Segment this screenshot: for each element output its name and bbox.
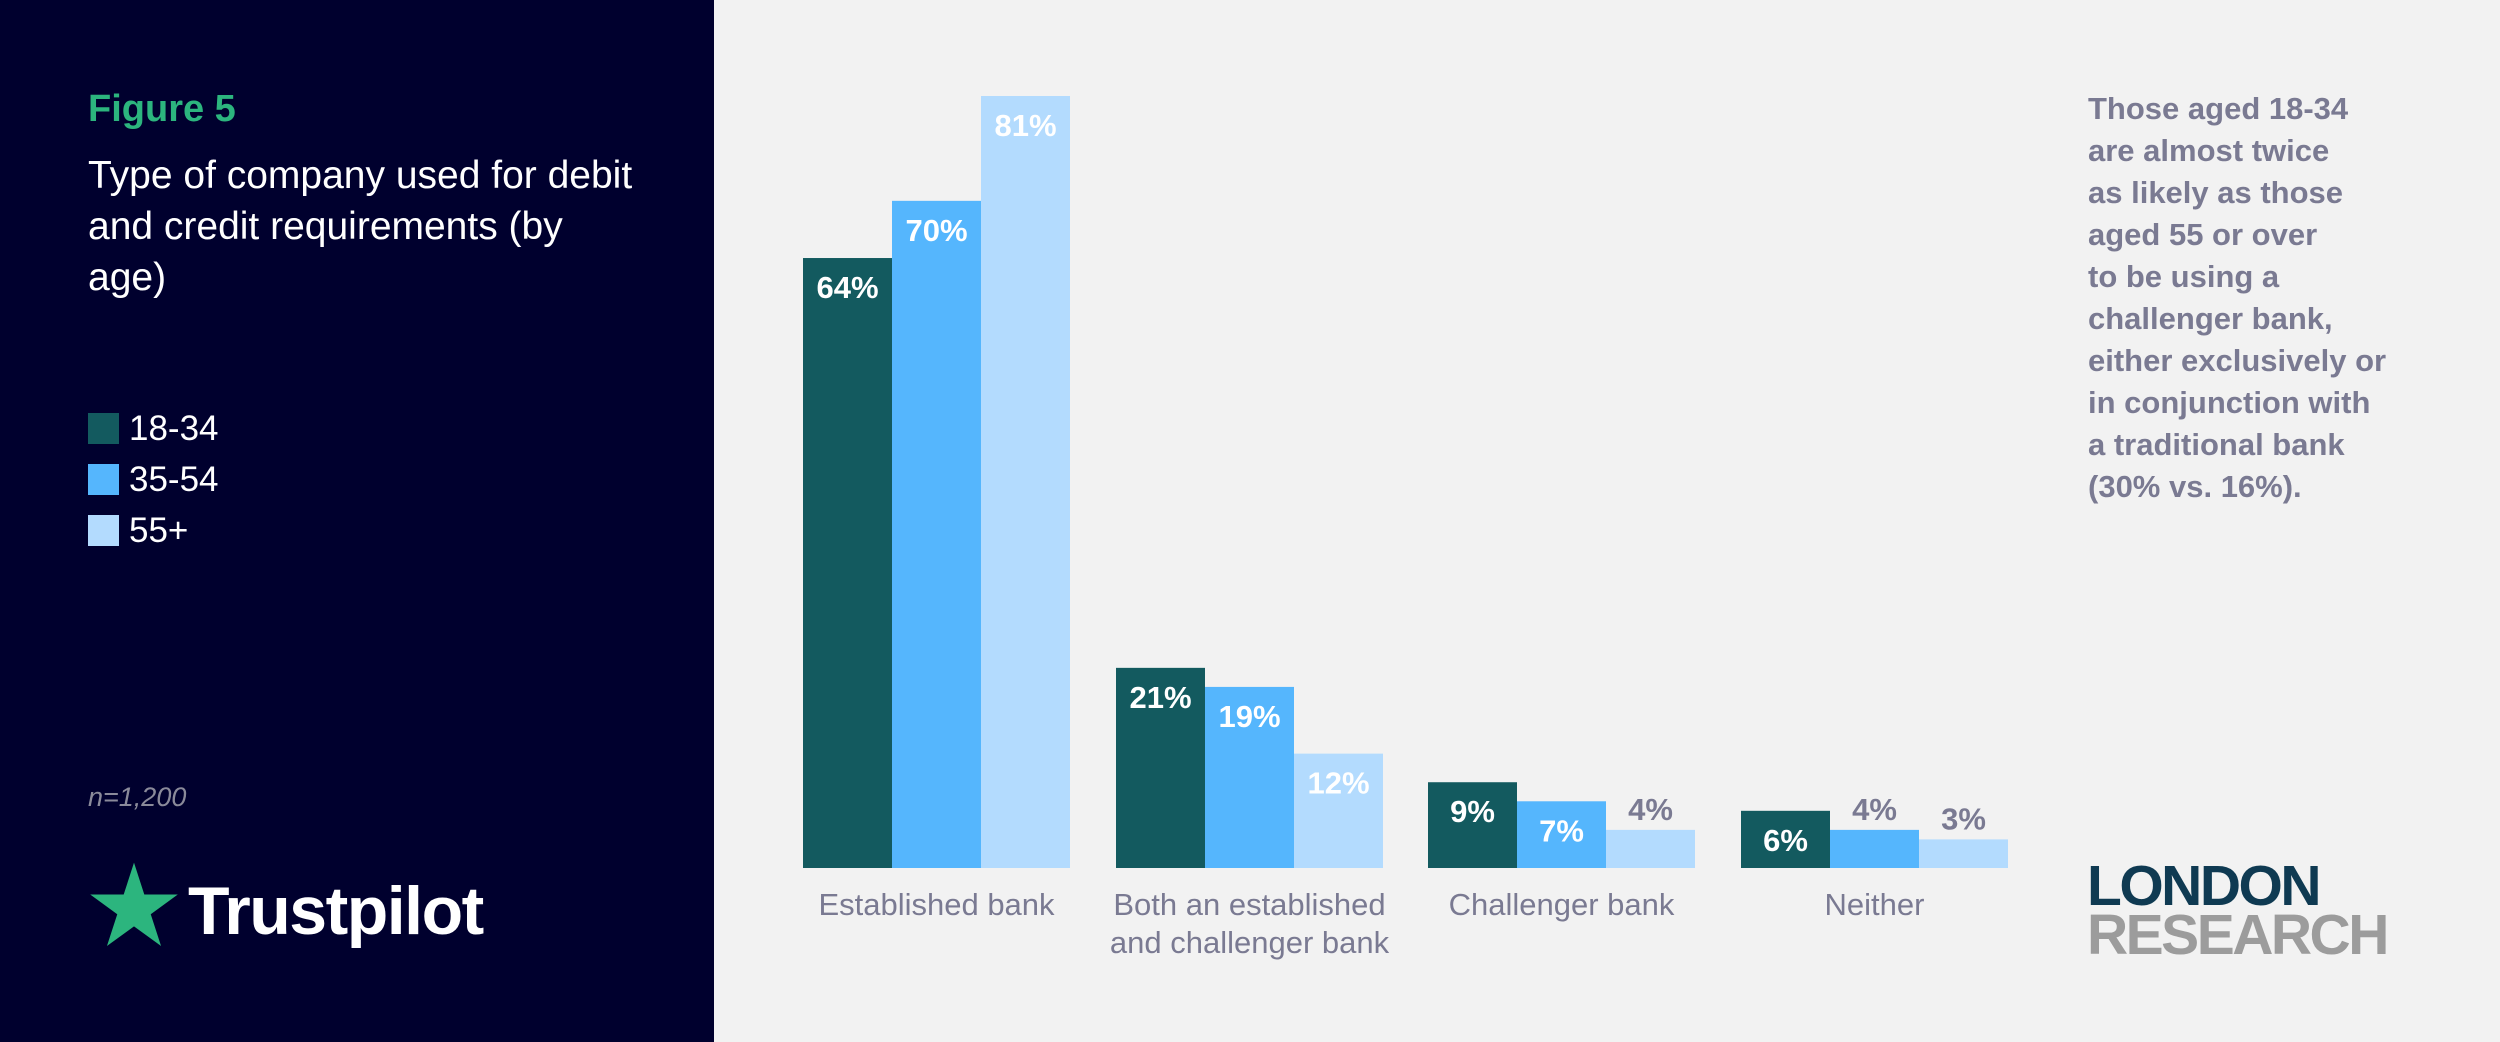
x-tick-label-neither: Neither (1825, 887, 1925, 922)
figure-title: Type of company used for debit and credi… (88, 154, 633, 299)
data-label-neither-18-34: 6% (1763, 823, 1808, 858)
bar-challenger-18-34 (1428, 782, 1517, 868)
star-icon (90, 862, 178, 947)
legend-label-55-plus: 55+ (129, 510, 189, 550)
london-research-logo: LONDON RESEARCH (2087, 854, 2389, 967)
x-tick-label-challenger: Challenger bank (1449, 887, 1675, 922)
bar-neither-55-plus (1919, 839, 2008, 868)
data-label-challenger-18-34: 9% (1450, 794, 1495, 829)
figure-label: Figure 5 (88, 88, 236, 130)
x-tick-label-established: Established bank (818, 887, 1055, 922)
data-label-established-55-plus: 81% (994, 108, 1056, 143)
data-label-neither-55-plus: 3% (1941, 801, 1986, 836)
annotation-text: Those aged 18-34 are almost twice as lik… (2088, 91, 2387, 504)
data-label-neither-35-54: 4% (1852, 792, 1897, 827)
x-tick-label-both: Both an established and challenger bank (1110, 887, 1390, 960)
legend-item-18-34: 18-34 (88, 403, 219, 454)
data-label-established-18-34: 64% (816, 270, 878, 305)
london-research-logo-line2: RESEARCH (2087, 903, 2389, 967)
left-panel: Figure 5 Type of company used for debit … (0, 0, 714, 1042)
data-label-challenger-35-54: 7% (1539, 813, 1584, 848)
data-label-both-18-34: 21% (1129, 680, 1191, 715)
legend: 18-34 35-54 55+ (88, 403, 219, 556)
bar-established-18-34 (803, 258, 892, 869)
bar-established-35-54 (892, 200, 981, 869)
trustpilot-logo-text: Trustpilot (188, 873, 484, 949)
bar-both-18-34 (1116, 667, 1205, 868)
sample-size: n=1,200 (88, 782, 187, 812)
legend-item-55-plus: 55+ (88, 505, 219, 556)
legend-swatch-35-54 (88, 464, 119, 495)
legend-item-35-54: 35-54 (88, 454, 219, 505)
legend-label-18-34: 18-34 (129, 408, 219, 448)
data-label-both-35-54: 19% (1218, 699, 1280, 734)
bar-neither-35-54 (1830, 829, 1919, 868)
bar-chart: 64% 70% 81% Established bank 21% 19% 12% Both a… (803, 96, 2008, 960)
bar-challenger-55-plus (1606, 829, 1695, 868)
bar-established-55-plus (981, 96, 1070, 868)
bar-challenger-35-54 (1517, 801, 1606, 868)
legend-label-35-54: 35-54 (129, 459, 219, 499)
london-research-logo-line1: LONDON (2087, 854, 2321, 918)
bar-both-55-plus (1294, 753, 1383, 868)
legend-swatch-18-34 (88, 413, 119, 444)
data-label-both-55-plus: 12% (1307, 766, 1369, 801)
data-label-established-35-54: 70% (905, 213, 967, 248)
bar-both-35-54 (1205, 686, 1294, 868)
bar-neither-18-34 (1741, 810, 1830, 868)
data-label-challenger-55-plus: 4% (1628, 792, 1673, 827)
legend-swatch-55-plus (88, 515, 119, 546)
